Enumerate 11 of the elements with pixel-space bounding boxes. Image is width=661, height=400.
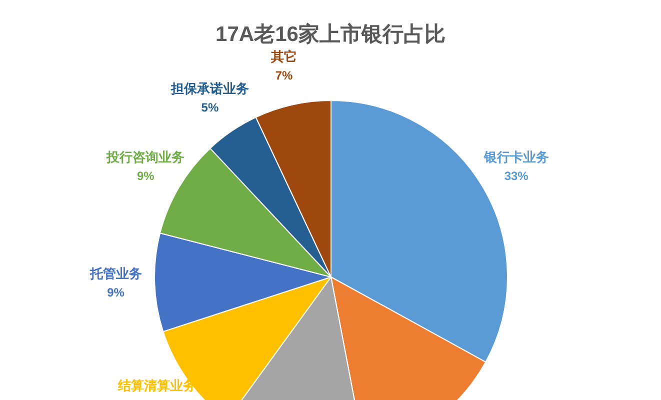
- data-label: 9%: [136, 169, 155, 184]
- chart-title: 17A老16家上市银行占比: [214, 22, 446, 48]
- slice-label: 银行卡业务: [482, 149, 549, 164]
- slice-label: 投行咨询业务: [106, 149, 185, 164]
- slice-label: 担保承诺业务: [170, 80, 249, 96]
- data-label: 7%: [275, 68, 294, 83]
- slice-label: 其它: [270, 48, 298, 64]
- data-label: 9%: [107, 286, 125, 300]
- data-label: 33%: [504, 169, 529, 184]
- data-label: 5%: [201, 100, 219, 115]
- slice-label: 托管业务: [88, 266, 142, 281]
